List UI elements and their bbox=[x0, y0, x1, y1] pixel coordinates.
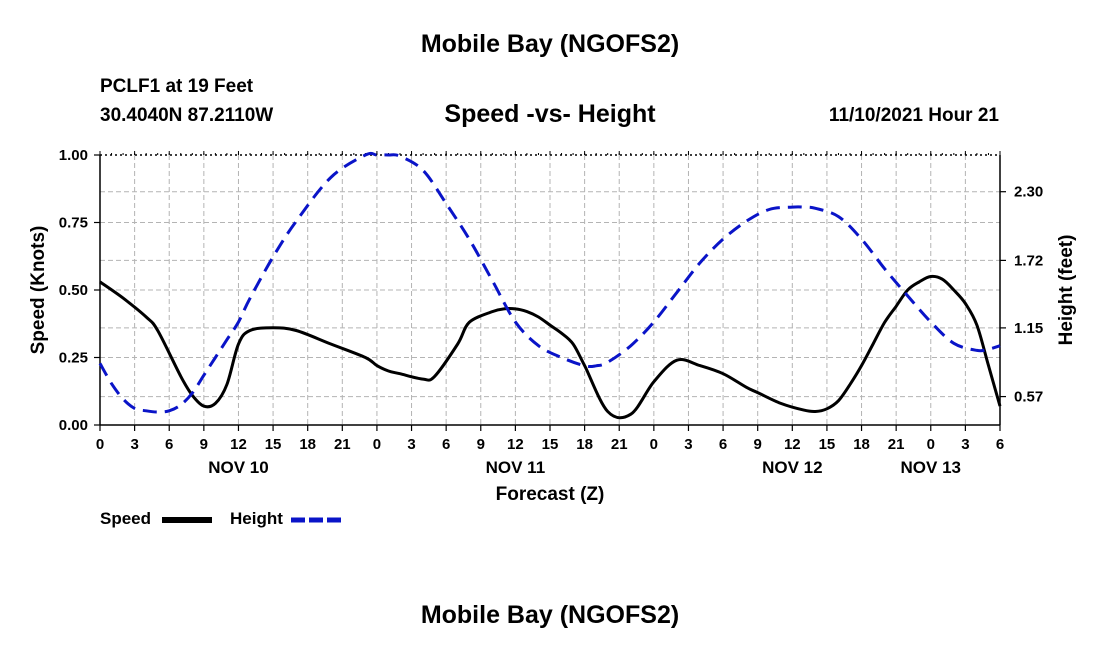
x-tick-label: 6 bbox=[996, 436, 1004, 453]
forecast-datetime: 11/10/2021 Hour 21 bbox=[828, 105, 999, 126]
x-tick-label: 0 bbox=[373, 436, 381, 453]
y-tick-label: 0.00 bbox=[59, 417, 88, 434]
y2-tick-label: 0.57 bbox=[1014, 389, 1043, 406]
x-tick-label: 12 bbox=[230, 436, 247, 453]
y-axis-right-label: Height (feet) bbox=[1056, 235, 1077, 346]
x-tick-label: 9 bbox=[477, 436, 485, 453]
x-tick-label: 3 bbox=[130, 436, 138, 453]
x-tick-label: 3 bbox=[684, 436, 692, 453]
x-tick-label: 21 bbox=[334, 436, 351, 453]
x-tick-label: 15 bbox=[265, 436, 282, 453]
x-tick-label: 18 bbox=[853, 436, 870, 453]
x-tick-label: 6 bbox=[719, 436, 727, 453]
height-series-line bbox=[98, 151, 1001, 414]
x-tick-label: 0 bbox=[927, 436, 935, 453]
x-tick-label: 6 bbox=[165, 436, 173, 453]
footer-title: Mobile Bay (NGOFS2) bbox=[420, 601, 680, 629]
legend-height-label: Height bbox=[230, 509, 283, 528]
y-tick-label: 1.00 bbox=[59, 147, 88, 164]
y2-tick-label: 1.15 bbox=[1014, 320, 1043, 337]
x-tick-label: 0 bbox=[650, 436, 658, 453]
x-tick-label: 15 bbox=[819, 436, 836, 453]
x-tick-label: 18 bbox=[299, 436, 316, 453]
station-label: PCLF1 at 19 Feet bbox=[100, 76, 254, 97]
x-tick-label: 3 bbox=[961, 436, 969, 453]
x-tick-label: 21 bbox=[611, 436, 628, 453]
x-tick-label: 9 bbox=[754, 436, 762, 453]
chart-series bbox=[98, 151, 1002, 420]
y2-tick-label: 1.72 bbox=[1014, 252, 1043, 269]
chart-subtitle: Speed -vs- Height bbox=[444, 100, 656, 128]
y2-tick-label: 2.30 bbox=[1014, 184, 1043, 201]
x-day-label: NOV 12 bbox=[762, 458, 822, 477]
legend-speed-swatch bbox=[162, 517, 212, 523]
x-tick-label: 21 bbox=[888, 436, 905, 453]
x-day-label: NOV 10 bbox=[208, 458, 268, 477]
x-day-label: NOV 13 bbox=[901, 458, 961, 477]
x-axis-label: Forecast (Z) bbox=[496, 484, 605, 505]
page-title: Mobile Bay (NGOFS2) bbox=[420, 30, 680, 58]
legend-speed-label: Speed bbox=[100, 509, 152, 528]
x-tick-label: 12 bbox=[507, 436, 524, 453]
x-tick-label: 9 bbox=[200, 436, 208, 453]
y-axis-left-ticks: 0.00 0.25 0.50 0.75 1.00 bbox=[59, 147, 100, 434]
x-day-label: NOV 11 bbox=[486, 458, 546, 477]
x-tick-label: 12 bbox=[784, 436, 801, 453]
y-axis-right-ticks: 0.57 1.15 1.72 2.30 bbox=[1000, 184, 1043, 406]
y-tick-label: 0.25 bbox=[59, 350, 88, 367]
y-tick-label: 0.75 bbox=[59, 215, 88, 232]
y-axis-left-label: Speed (Knots) bbox=[28, 226, 49, 355]
x-tick-label: 6 bbox=[442, 436, 450, 453]
station-coordinates: 30.4040N 87.2110W bbox=[100, 105, 274, 126]
y-tick-label: 0.50 bbox=[59, 282, 88, 299]
x-tick-label: 18 bbox=[576, 436, 593, 453]
x-tick-label: 15 bbox=[542, 436, 559, 453]
x-tick-label: 3 bbox=[407, 436, 415, 453]
chart-grid bbox=[100, 155, 1000, 425]
x-axis-ticks: 0 3 6 9 12 15 18 21 0 3 6 9 12 15 18 21 0 3 6 9 12 15 18 21 0 3 6 N… bbox=[96, 151, 1004, 477]
x-tick-label: 0 bbox=[96, 436, 104, 453]
legend-height-swatch bbox=[291, 517, 343, 523]
speed-height-chart: 0 3 6 9 12 15 18 21 0 3 6 9 12 15 18 21 0 3 6 9 12 15 18 21 0 3 6 N… bbox=[28, 147, 1077, 505]
speed-series-line bbox=[99, 274, 1002, 420]
